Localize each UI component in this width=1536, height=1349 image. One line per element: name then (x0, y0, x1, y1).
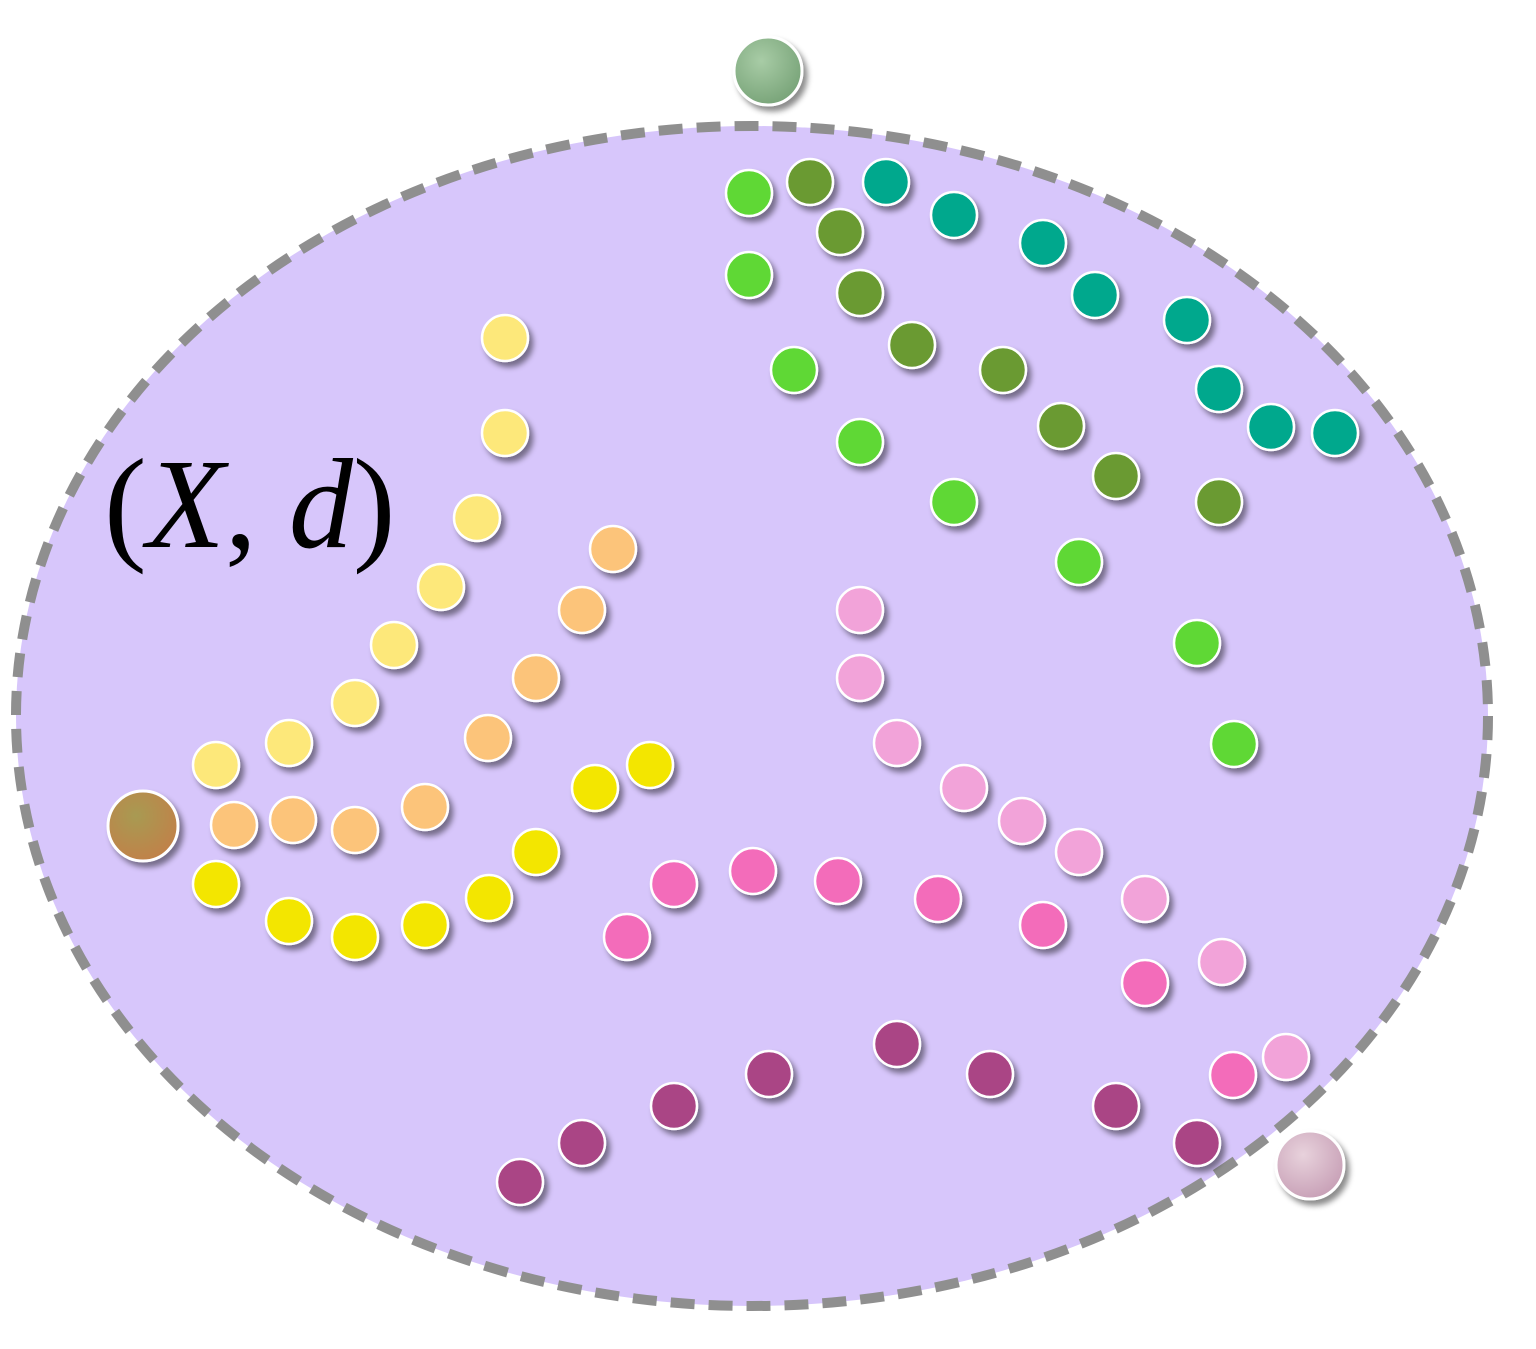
point-light-pink (835, 653, 885, 703)
outlier-ball-pink (1274, 1129, 1346, 1201)
point-light-green (1209, 719, 1259, 769)
point-clusters (191, 157, 1360, 1207)
point-purple (495, 1157, 545, 1207)
point-dark-green (835, 268, 885, 318)
point-pink (1208, 1050, 1258, 1100)
point-dark-green (978, 345, 1028, 395)
point-light-yellow (191, 740, 241, 790)
point-light-green (1054, 537, 1104, 587)
point-teal (1070, 270, 1120, 320)
point-teal (1162, 295, 1212, 345)
point-pink (649, 859, 699, 909)
metric-space-ellipse (11, 121, 1493, 1311)
point-light-yellow (416, 562, 466, 612)
point-light-green (929, 477, 979, 527)
point-orange (557, 585, 607, 635)
point-yellow (191, 859, 241, 909)
point-light-green (1172, 618, 1222, 668)
point-pink (728, 846, 778, 896)
point-dark-green (887, 320, 937, 370)
point-yellow (570, 763, 620, 813)
space-label: (X, d) (104, 440, 395, 568)
point-dark-green (785, 157, 835, 207)
point-dark-green (1036, 401, 1086, 451)
point-light-green (724, 250, 774, 300)
point-light-yellow (264, 718, 314, 768)
point-purple (557, 1118, 607, 1168)
label-open-paren: ( (104, 433, 147, 575)
point-light-green (769, 345, 819, 395)
point-yellow (330, 912, 380, 962)
point-orange (588, 524, 638, 574)
point-light-yellow (369, 620, 419, 670)
point-purple (649, 1081, 699, 1131)
point-light-pink (835, 585, 885, 635)
point-light-pink (1197, 937, 1247, 987)
point-yellow (264, 896, 314, 946)
point-pink (1120, 958, 1170, 1008)
label-d: d (288, 433, 353, 575)
point-pink (1018, 900, 1068, 950)
point-light-yellow (452, 493, 502, 543)
point-dark-green (1194, 477, 1244, 527)
point-light-yellow (480, 313, 530, 363)
point-teal (1194, 364, 1244, 414)
point-light-green (835, 417, 885, 467)
point-light-pink (872, 718, 922, 768)
point-pink (602, 912, 652, 962)
point-light-pink (1261, 1032, 1311, 1082)
point-teal (929, 190, 979, 240)
point-teal (1018, 218, 1068, 268)
point-light-green (724, 168, 774, 218)
point-light-yellow (480, 408, 530, 458)
point-yellow (625, 740, 675, 790)
point-teal (1246, 402, 1296, 452)
point-purple (1091, 1081, 1141, 1131)
point-orange (330, 805, 380, 855)
point-orange (511, 653, 561, 703)
point-pink (913, 874, 963, 924)
point-light-pink (939, 763, 989, 813)
label-close-paren: ) (352, 433, 396, 575)
label-comma: , (224, 433, 289, 575)
point-light-pink (1120, 874, 1170, 924)
point-orange (268, 795, 318, 845)
point-yellow (400, 900, 450, 950)
point-orange (463, 713, 513, 763)
outlier-ball-brown (106, 789, 180, 863)
point-purple (872, 1019, 922, 1069)
point-light-pink (997, 796, 1047, 846)
point-pink (813, 856, 863, 906)
point-purple (744, 1049, 794, 1099)
point-teal (861, 157, 911, 207)
point-teal (1310, 408, 1360, 458)
point-yellow (511, 827, 561, 877)
point-purple (965, 1049, 1015, 1099)
label-X: X (146, 433, 225, 575)
point-purple (1172, 1118, 1222, 1168)
point-dark-green (1091, 451, 1141, 501)
point-orange (209, 800, 259, 850)
point-light-pink (1054, 827, 1104, 877)
point-yellow (464, 873, 514, 923)
point-dark-green (815, 207, 865, 257)
point-light-yellow (330, 678, 380, 728)
outlier-ball-green (732, 35, 804, 107)
point-orange (400, 782, 450, 832)
